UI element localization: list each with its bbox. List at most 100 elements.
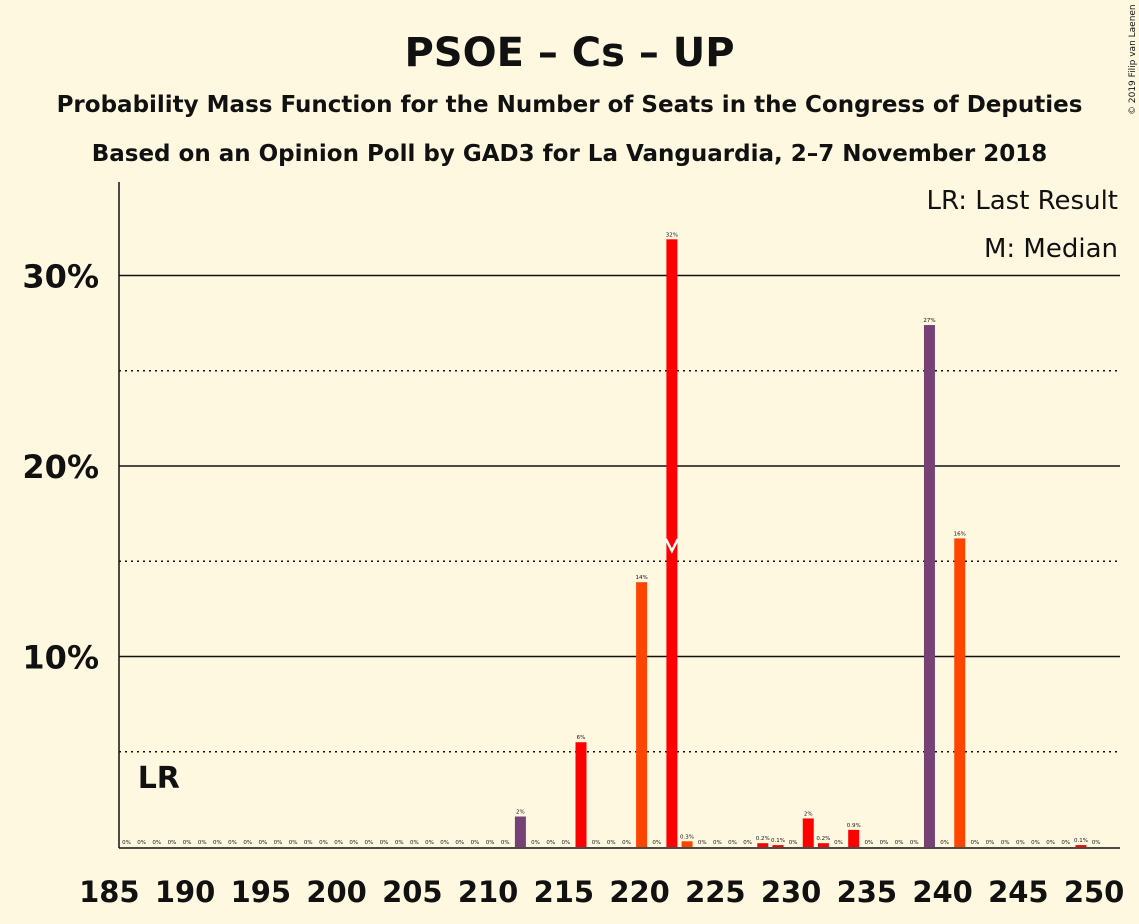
value-label-seat-187: 0% [137,840,146,846]
bar-seat-222 [666,239,678,847]
value-label-seat-197: 0% [289,840,298,846]
value-label-seat-223: 0.3% [680,834,694,840]
value-label-seat-232: 0.2% [816,836,830,842]
value-label-seat-250: 0% [1092,840,1101,846]
legend-last-result: LR: Last Result [926,186,1118,216]
value-label-seat-208: 0% [455,840,464,846]
value-label-seat-216: 6% [577,735,586,741]
value-labels-group: 0% 0% 0% 0% 0% 0% 0% 0% 0% 0% 0% 0% 0% 0% 0% 0% 0% 0% 0% 0%… [122,232,1100,846]
y-tick-label: 10% [22,639,99,677]
value-label-seat-240: 0% [940,840,949,846]
value-label-seat-201: 0% [349,840,358,846]
value-label-seat-235: 0% [864,840,873,846]
chart-title: PSOE – Cs – UP [404,30,734,76]
value-label-seat-217: 0% [592,840,601,846]
chart-subtitle: Probability Mass Function for the Number… [57,92,1083,118]
x-tick-label: 200 [306,875,367,909]
value-label-seat-243: 0% [986,840,995,846]
value-label-seat-228: 0.2% [756,836,770,842]
value-label-seat-244: 0% [1001,840,1010,846]
value-label-seat-195: 0% [258,840,267,846]
bar-seat-216 [575,742,587,847]
value-label-seat-196: 0% [274,840,283,846]
y-tick-labels: 10% 20% 30% [22,258,99,677]
median-marker [664,538,680,554]
gridlines [119,274,1120,753]
x-tick-label: 230 [761,875,822,909]
bar-seat-229 [772,845,784,847]
value-label-seat-190: 0% [183,840,192,846]
bar-seat-228 [757,843,769,847]
value-label-seat-188: 0% [152,840,161,846]
value-label-seat-227: 0% [743,840,752,846]
value-label-seat-239: 27% [923,318,935,324]
value-label-seat-204: 0% [395,840,404,846]
value-label-seat-186: 0% [122,840,131,846]
value-label-seat-237: 0% [895,840,904,846]
value-label-seat-218: 0% [607,840,616,846]
value-label-seat-249: 0.1% [1074,838,1088,844]
value-label-seat-222: 32% [666,232,678,238]
x-tick-label: 250 [1064,875,1125,909]
x-tick-label: 235 [837,875,898,909]
value-label-seat-193: 0% [228,840,237,846]
value-label-seat-226: 0% [728,840,737,846]
x-tick-label: 185 [79,875,140,909]
x-tick-label: 210 [458,875,519,909]
value-label-seat-219: 0% [622,840,631,846]
value-label-seat-245: 0% [1016,840,1025,846]
value-label-seat-224: 0% [698,840,707,846]
value-label-seat-220: 14% [635,575,647,581]
value-label-seat-229: 0.1% [771,838,785,844]
value-label-seat-234: 0.9% [847,823,861,829]
bar-seat-231 [802,818,814,847]
bar-seat-249 [1075,845,1087,847]
value-label-seat-203: 0% [380,840,389,846]
bar-seat-239 [923,325,935,847]
value-label-seat-247: 0% [1046,840,1055,846]
value-label-seat-209: 0% [471,840,480,846]
x-tick-label: 205 [382,875,443,909]
value-label-seat-206: 0% [425,840,434,846]
bar-seat-212 [514,816,526,847]
copyright-notice: © 2019 Filip van Laenen [1128,4,1138,115]
value-label-seat-241: 16% [954,531,966,537]
value-label-seat-194: 0% [243,840,252,846]
value-label-seat-214: 0% [546,840,555,846]
value-label-seat-199: 0% [319,840,328,846]
value-label-seat-189: 0% [168,840,177,846]
value-label-seat-213: 0% [531,840,540,846]
y-tick-label: 20% [22,448,99,486]
value-label-seat-205: 0% [410,840,419,846]
value-label-seat-225: 0% [713,840,722,846]
value-label-seat-211: 0% [501,840,510,846]
bar-seat-232 [817,843,829,847]
value-label-seat-233: 0% [834,840,843,846]
value-label-seat-202: 0% [365,840,374,846]
value-label-seat-207: 0% [440,840,449,846]
value-label-seat-212: 2% [516,810,525,816]
value-label-seat-248: 0% [1061,840,1070,846]
x-tick-label: 220 [609,875,670,909]
y-tick-label: 30% [22,258,99,296]
bars-group [514,239,1087,847]
value-label-seat-238: 0% [910,840,919,846]
value-label-seat-242: 0% [971,840,980,846]
chart-subtitle-poll: Based on an Opinion Poll by GAD3 for La … [92,141,1048,167]
value-label-seat-221: 0% [652,840,661,846]
bar-seat-241 [954,538,966,847]
median-chevron [664,538,680,554]
bar-seat-223 [681,841,693,847]
x-tick-label: 190 [155,875,216,909]
value-label-seat-230: 0% [789,840,798,846]
legend-median: M: Median [984,234,1118,264]
value-label-seat-246: 0% [1031,840,1040,846]
value-label-seat-231: 2% [804,811,813,817]
x-tick-label: 215 [534,875,595,909]
value-label-seat-200: 0% [334,840,343,846]
x-tick-label: 225 [685,875,746,909]
last-result-marker: LR [138,761,180,796]
value-label-seat-215: 0% [561,840,570,846]
value-label-seat-191: 0% [198,840,207,846]
